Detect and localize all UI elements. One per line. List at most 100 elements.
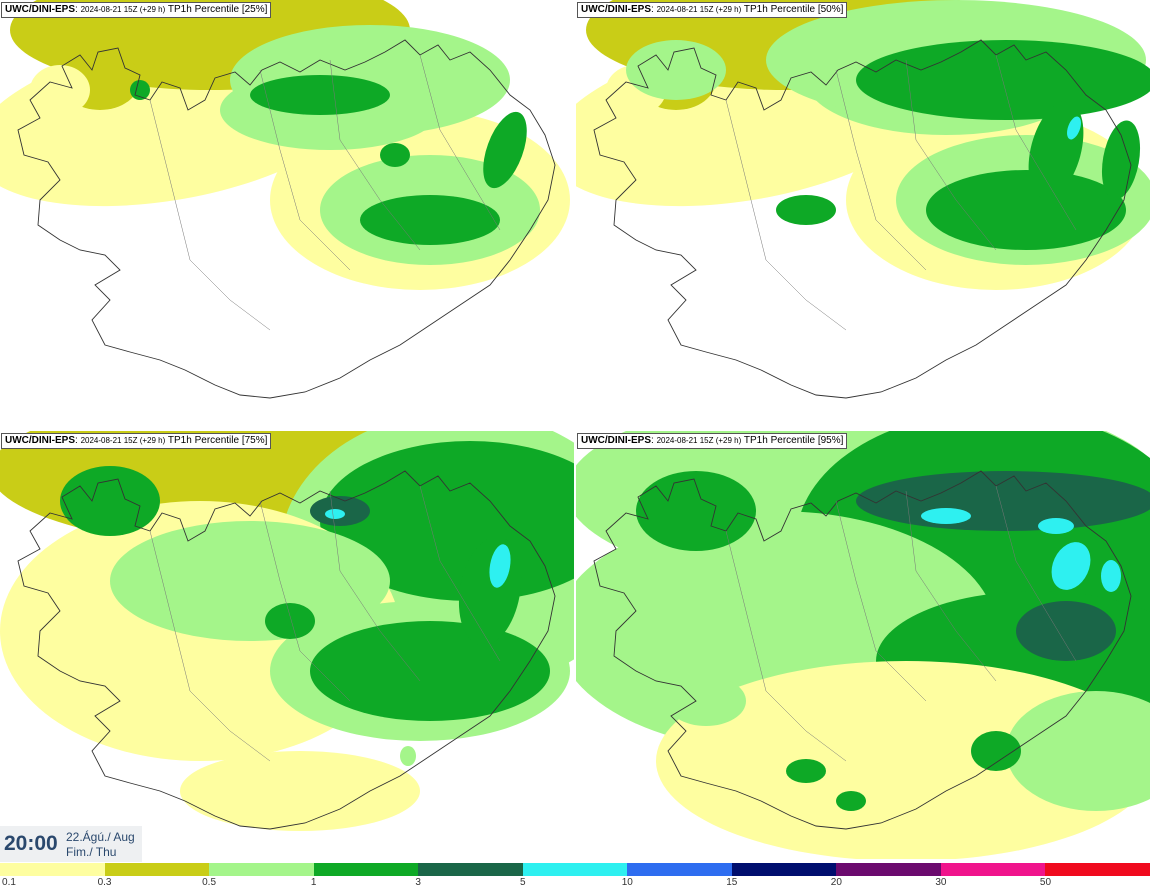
region-boundary — [905, 490, 997, 682]
precip-area — [656, 661, 1150, 859]
precip-area — [110, 521, 390, 641]
precip-area — [380, 143, 410, 167]
panel-divider — [0, 428, 1150, 431]
run-info: 2024-08-21 15Z (+29 h) — [80, 5, 166, 14]
region-boundary — [259, 500, 351, 702]
region-boundary — [419, 485, 501, 662]
region-boundary — [329, 490, 421, 682]
region-boundary — [149, 99, 271, 331]
product-name: TP1h Percentile [95%] — [743, 435, 844, 446]
colorbar-ticks: 0.1 0.3 0.5 1 3 5 10 15 20 30 50 — [0, 877, 1150, 891]
coastline — [593, 470, 1132, 830]
precip-area — [310, 621, 550, 721]
model-name: UWC/DINI-EPS — [5, 4, 75, 15]
colorbar-tick-label: 0.3 — [97, 877, 112, 888]
panel-title: UWC/DINI-EPS: 2024-08-21 15Z (+29 h) TP1… — [577, 2, 848, 18]
precip-area — [836, 791, 866, 811]
product-name: TP1h Percentile [25%] — [167, 4, 268, 15]
colorbar-segment — [522, 863, 628, 876]
precip-area — [180, 751, 420, 831]
precip-area — [1016, 601, 1116, 661]
precip-map — [576, 431, 1150, 859]
colorbar-segment — [209, 863, 314, 876]
precip-area — [666, 676, 746, 726]
precip-area — [60, 466, 160, 536]
run-info: 2024-08-21 15Z (+29 h) — [656, 5, 742, 14]
precip-area — [926, 170, 1126, 250]
precip-area — [971, 731, 1021, 771]
valid-date: 22.Ágú./ Aug Fim./ Thu — [66, 830, 135, 860]
precip-area — [921, 508, 971, 524]
coastline — [17, 39, 556, 399]
precip-area — [856, 40, 1150, 120]
product-name: TP1h Percentile [50%] — [743, 4, 844, 15]
colorbar-segment — [836, 863, 941, 876]
coastline — [17, 470, 556, 830]
colorbar-tick-label: 3 — [415, 877, 421, 888]
panel-divider — [574, 0, 576, 862]
precip-area — [1051, 542, 1091, 590]
precip-area — [776, 195, 836, 225]
region-boundary — [419, 54, 501, 231]
colorbar-segment — [104, 863, 210, 876]
colorbar-segment — [731, 863, 837, 876]
precip-area — [1067, 116, 1081, 140]
colorbar-segment — [418, 863, 523, 876]
precip-area — [856, 471, 1150, 531]
region-boundary — [905, 59, 997, 251]
precip-map — [0, 0, 570, 399]
precip-area — [325, 509, 345, 519]
colorbar-segment — [627, 863, 732, 876]
precip-map — [0, 431, 574, 831]
precip-area — [30, 65, 90, 115]
region-boundary — [725, 99, 847, 331]
panel-title: UWC/DINI-EPS: 2024-08-21 15Z (+29 h) TP1… — [1, 433, 272, 449]
map-panel-p25: UWC/DINI-EPS: 2024-08-21 15Z (+29 h) TP1… — [0, 0, 574, 428]
map-panel-p75: UWC/DINI-EPS: 2024-08-21 15Z (+29 h) TP1… — [0, 431, 574, 859]
product-name: TP1h Percentile [75%] — [167, 435, 268, 446]
model-name: UWC/DINI-EPS — [581, 4, 651, 15]
region-boundary — [329, 59, 421, 251]
colorbar-tick-label: 1 — [310, 877, 317, 888]
model-name: UWC/DINI-EPS — [581, 435, 651, 446]
colorbar-segment — [1045, 863, 1150, 876]
colorbar-tick-label: 0.5 — [202, 877, 217, 888]
map-panel-p95: UWC/DINI-EPS: 2024-08-21 15Z (+29 h) TP1… — [576, 431, 1150, 859]
region-boundary — [259, 69, 351, 271]
precip-map — [576, 0, 1150, 399]
precip-area — [1006, 691, 1150, 811]
colorbar-tick-label: 15 — [726, 877, 738, 888]
precip-area — [786, 759, 826, 783]
valid-date-line1: 22.Ágú./ Aug — [66, 830, 135, 844]
colorbar-tick-label: 30 — [935, 877, 947, 888]
region-boundary — [835, 500, 927, 702]
run-info: 2024-08-21 15Z (+29 h) — [80, 436, 166, 445]
valid-time-box: 20:00 22.Ágú./ Aug Fim./ Thu — [0, 826, 142, 862]
precip-area — [489, 544, 511, 588]
region-boundary — [149, 530, 271, 762]
run-info: 2024-08-21 15Z (+29 h) — [656, 436, 742, 445]
colorbar-tick-label: 20 — [830, 877, 842, 888]
colorbar-segment — [0, 863, 105, 876]
coastline — [593, 39, 1132, 399]
precip-area — [1038, 518, 1074, 534]
colorbar-segment — [940, 863, 1046, 876]
panel-title: UWC/DINI-EPS: 2024-08-21 15Z (+29 h) TP1… — [577, 433, 848, 449]
model-name: UWC/DINI-EPS — [5, 435, 75, 446]
precip-area — [1101, 120, 1141, 200]
region-boundary — [995, 54, 1077, 231]
colorbar — [0, 863, 1150, 876]
valid-time: 20:00 — [4, 832, 58, 855]
valid-date-line2: Fim./ Thu — [66, 845, 117, 859]
colorbar-segment — [313, 863, 419, 876]
region-boundary — [725, 530, 847, 762]
precip-area — [1101, 560, 1121, 592]
precip-area — [250, 75, 390, 115]
precip-area — [360, 195, 500, 245]
panel-title: UWC/DINI-EPS: 2024-08-21 15Z (+29 h) TP1… — [1, 2, 272, 18]
precip-area — [626, 40, 726, 100]
map-panel-p50: UWC/DINI-EPS: 2024-08-21 15Z (+29 h) TP1… — [576, 0, 1150, 428]
precip-area — [483, 111, 527, 189]
precip-area — [636, 471, 756, 551]
precip-area — [265, 603, 315, 639]
